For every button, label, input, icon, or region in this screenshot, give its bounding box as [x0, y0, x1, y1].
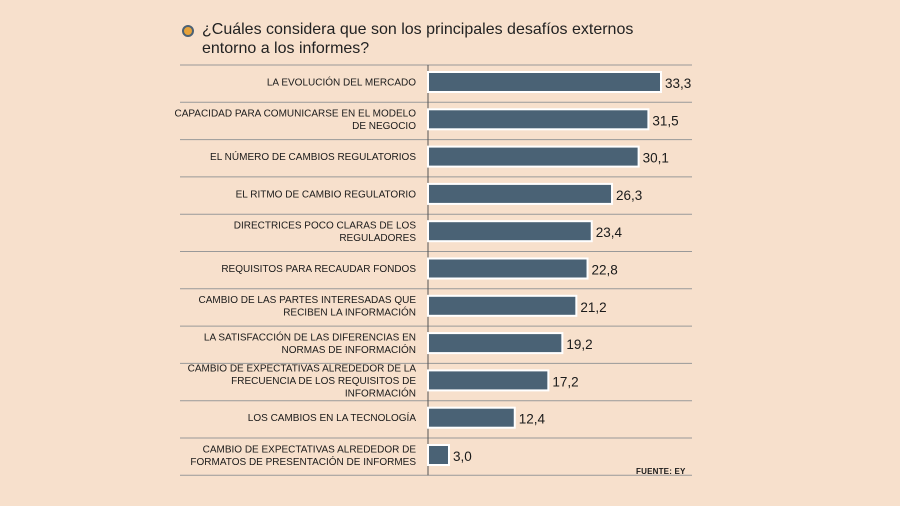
category-label: LA SATISFACCIÓN DE LAS DIFERENCIAS EN NOR… — [204, 330, 416, 356]
title-bullet-icon — [182, 25, 194, 37]
bar-row: 26,3 EL RITMO DE CAMBIO REGULATORIO — [236, 182, 642, 205]
category-label: CAMBIO DE LAS PARTES INTERESADAS QUE RECI… — [199, 295, 417, 319]
bar — [427, 406, 516, 429]
value-label: 23,4 — [596, 225, 623, 240]
bar — [427, 182, 614, 205]
bar-row: 19,2 LA SATISFACCIÓN DE LAS DIFERENCIAS E… — [204, 330, 593, 356]
bar-row: 17,2 CAMBIO DE EXPECTATIVAS ALREDEDOR DE … — [188, 363, 579, 399]
category-label: EL RITMO DE CAMBIO REGULATORIO — [236, 189, 417, 200]
bar-row: 33,3 LA EVOLUCIÓN DEL MERCADO — [267, 71, 691, 93]
bar — [427, 145, 640, 168]
bar-row: 31,5 CAPACIDAD PARA COMUNICARSE EN EL MOD… — [174, 108, 679, 133]
value-label: 19,2 — [566, 337, 592, 352]
bar — [427, 332, 564, 355]
value-label: 30,1 — [643, 151, 669, 166]
bar-row: 21,2 CAMBIO DE LAS PARTES INTERESADAS QUE… — [199, 294, 607, 319]
category-label: CAMBIO DE EXPECTATIVAS ALREDEDOR DE FORMA… — [190, 444, 416, 468]
bar-row: 12,4 LOS CAMBIOS EN LA TECNOLOGÍA — [248, 406, 546, 429]
bar — [427, 294, 578, 317]
bar — [427, 71, 662, 93]
bar — [427, 369, 550, 392]
value-label: 26,3 — [616, 188, 642, 203]
value-label: 12,4 — [519, 412, 546, 427]
value-label: 21,2 — [580, 300, 606, 315]
category-label: REQUISITOS PARA RECAUDAR FONDOS — [221, 264, 416, 275]
bar-row: 22,8 REQUISITOS PARA RECAUDAR FONDOS — [221, 257, 618, 280]
category-label: EL NÚMERO DE CAMBIOS REGULATORIOS — [210, 150, 416, 163]
bar — [427, 108, 650, 131]
value-label: 33,3 — [665, 76, 691, 91]
category-label: CAPACIDAD PARA COMUNICARSE EN EL MODELO D… — [174, 109, 416, 133]
bar — [427, 257, 589, 280]
chart-title: ¿Cuáles considera que son los principale… — [202, 21, 634, 57]
bar-row: 23,4 DIRECTRICES POCO CLARAS DE LOS REGULA… — [234, 220, 623, 244]
category-label: LA EVOLUCIÓN DEL MERCADO — [267, 76, 416, 89]
bar-row: 30,1 EL NÚMERO DE CAMBIOS REGULATORIOS — [210, 145, 669, 168]
category-label: CAMBIO DE EXPECTATIVAS ALREDEDOR DE LA FR… — [188, 363, 417, 399]
category-label: LOS CAMBIOS EN LA TECNOLOGÍA — [248, 411, 417, 424]
value-label: 3,0 — [453, 449, 472, 464]
value-label: 22,8 — [592, 263, 618, 278]
source-note: FUENTE: EY — [636, 467, 686, 476]
bar-row: 3,0 CAMBIO DE EXPECTATIVAS ALREDEDOR DE FO… — [190, 444, 472, 468]
bar — [427, 444, 450, 466]
value-label: 17,2 — [552, 374, 578, 389]
value-label: 31,5 — [652, 113, 678, 128]
category-label: DIRECTRICES POCO CLARAS DE LOS REGULADORE… — [234, 220, 417, 244]
bar — [427, 220, 593, 243]
